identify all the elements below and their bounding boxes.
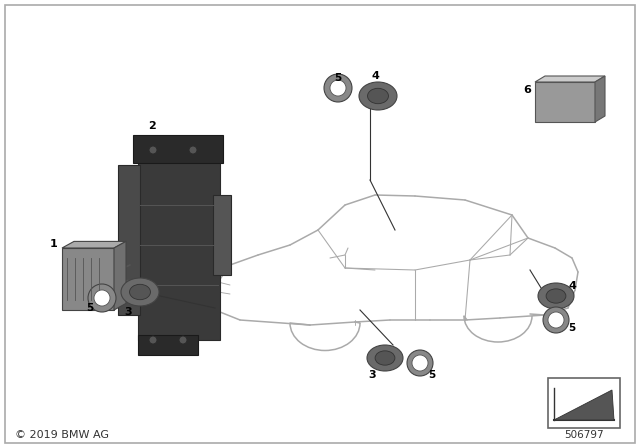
Circle shape (548, 312, 564, 328)
Circle shape (149, 336, 157, 344)
Circle shape (407, 350, 433, 376)
Polygon shape (62, 241, 126, 248)
Circle shape (149, 146, 157, 154)
Circle shape (189, 146, 197, 154)
Ellipse shape (375, 351, 395, 365)
Bar (62, 248, 114, 310)
Ellipse shape (359, 82, 397, 110)
Bar (548, 378, 620, 428)
Bar (138, 140, 220, 340)
Text: 4: 4 (568, 281, 576, 291)
Circle shape (88, 284, 116, 312)
Circle shape (543, 307, 569, 333)
Bar (138, 335, 198, 355)
Polygon shape (554, 390, 614, 420)
Bar (133, 135, 223, 163)
Ellipse shape (367, 88, 388, 103)
Polygon shape (114, 241, 126, 310)
Ellipse shape (538, 283, 574, 309)
Circle shape (324, 74, 352, 102)
Bar (213, 195, 231, 275)
Circle shape (94, 290, 110, 306)
Ellipse shape (121, 278, 159, 306)
Text: 5: 5 (334, 73, 342, 83)
Ellipse shape (367, 345, 403, 371)
Text: 3: 3 (368, 370, 376, 380)
Circle shape (330, 80, 346, 96)
Bar (118, 165, 140, 315)
Polygon shape (535, 76, 605, 82)
Text: 5: 5 (86, 303, 93, 313)
Bar (535, 82, 595, 122)
Text: 506797: 506797 (564, 430, 604, 440)
Text: 6: 6 (523, 85, 531, 95)
Text: 4: 4 (371, 71, 379, 81)
Text: 5: 5 (568, 323, 575, 333)
Text: 2: 2 (148, 121, 156, 131)
Ellipse shape (546, 289, 566, 303)
Text: © 2019 BMW AG: © 2019 BMW AG (15, 430, 109, 440)
Text: 3: 3 (124, 307, 132, 317)
Text: 1: 1 (50, 239, 58, 249)
Circle shape (179, 336, 187, 344)
Circle shape (412, 355, 428, 371)
Text: 5: 5 (428, 370, 436, 380)
Polygon shape (595, 76, 605, 122)
Ellipse shape (129, 284, 150, 300)
